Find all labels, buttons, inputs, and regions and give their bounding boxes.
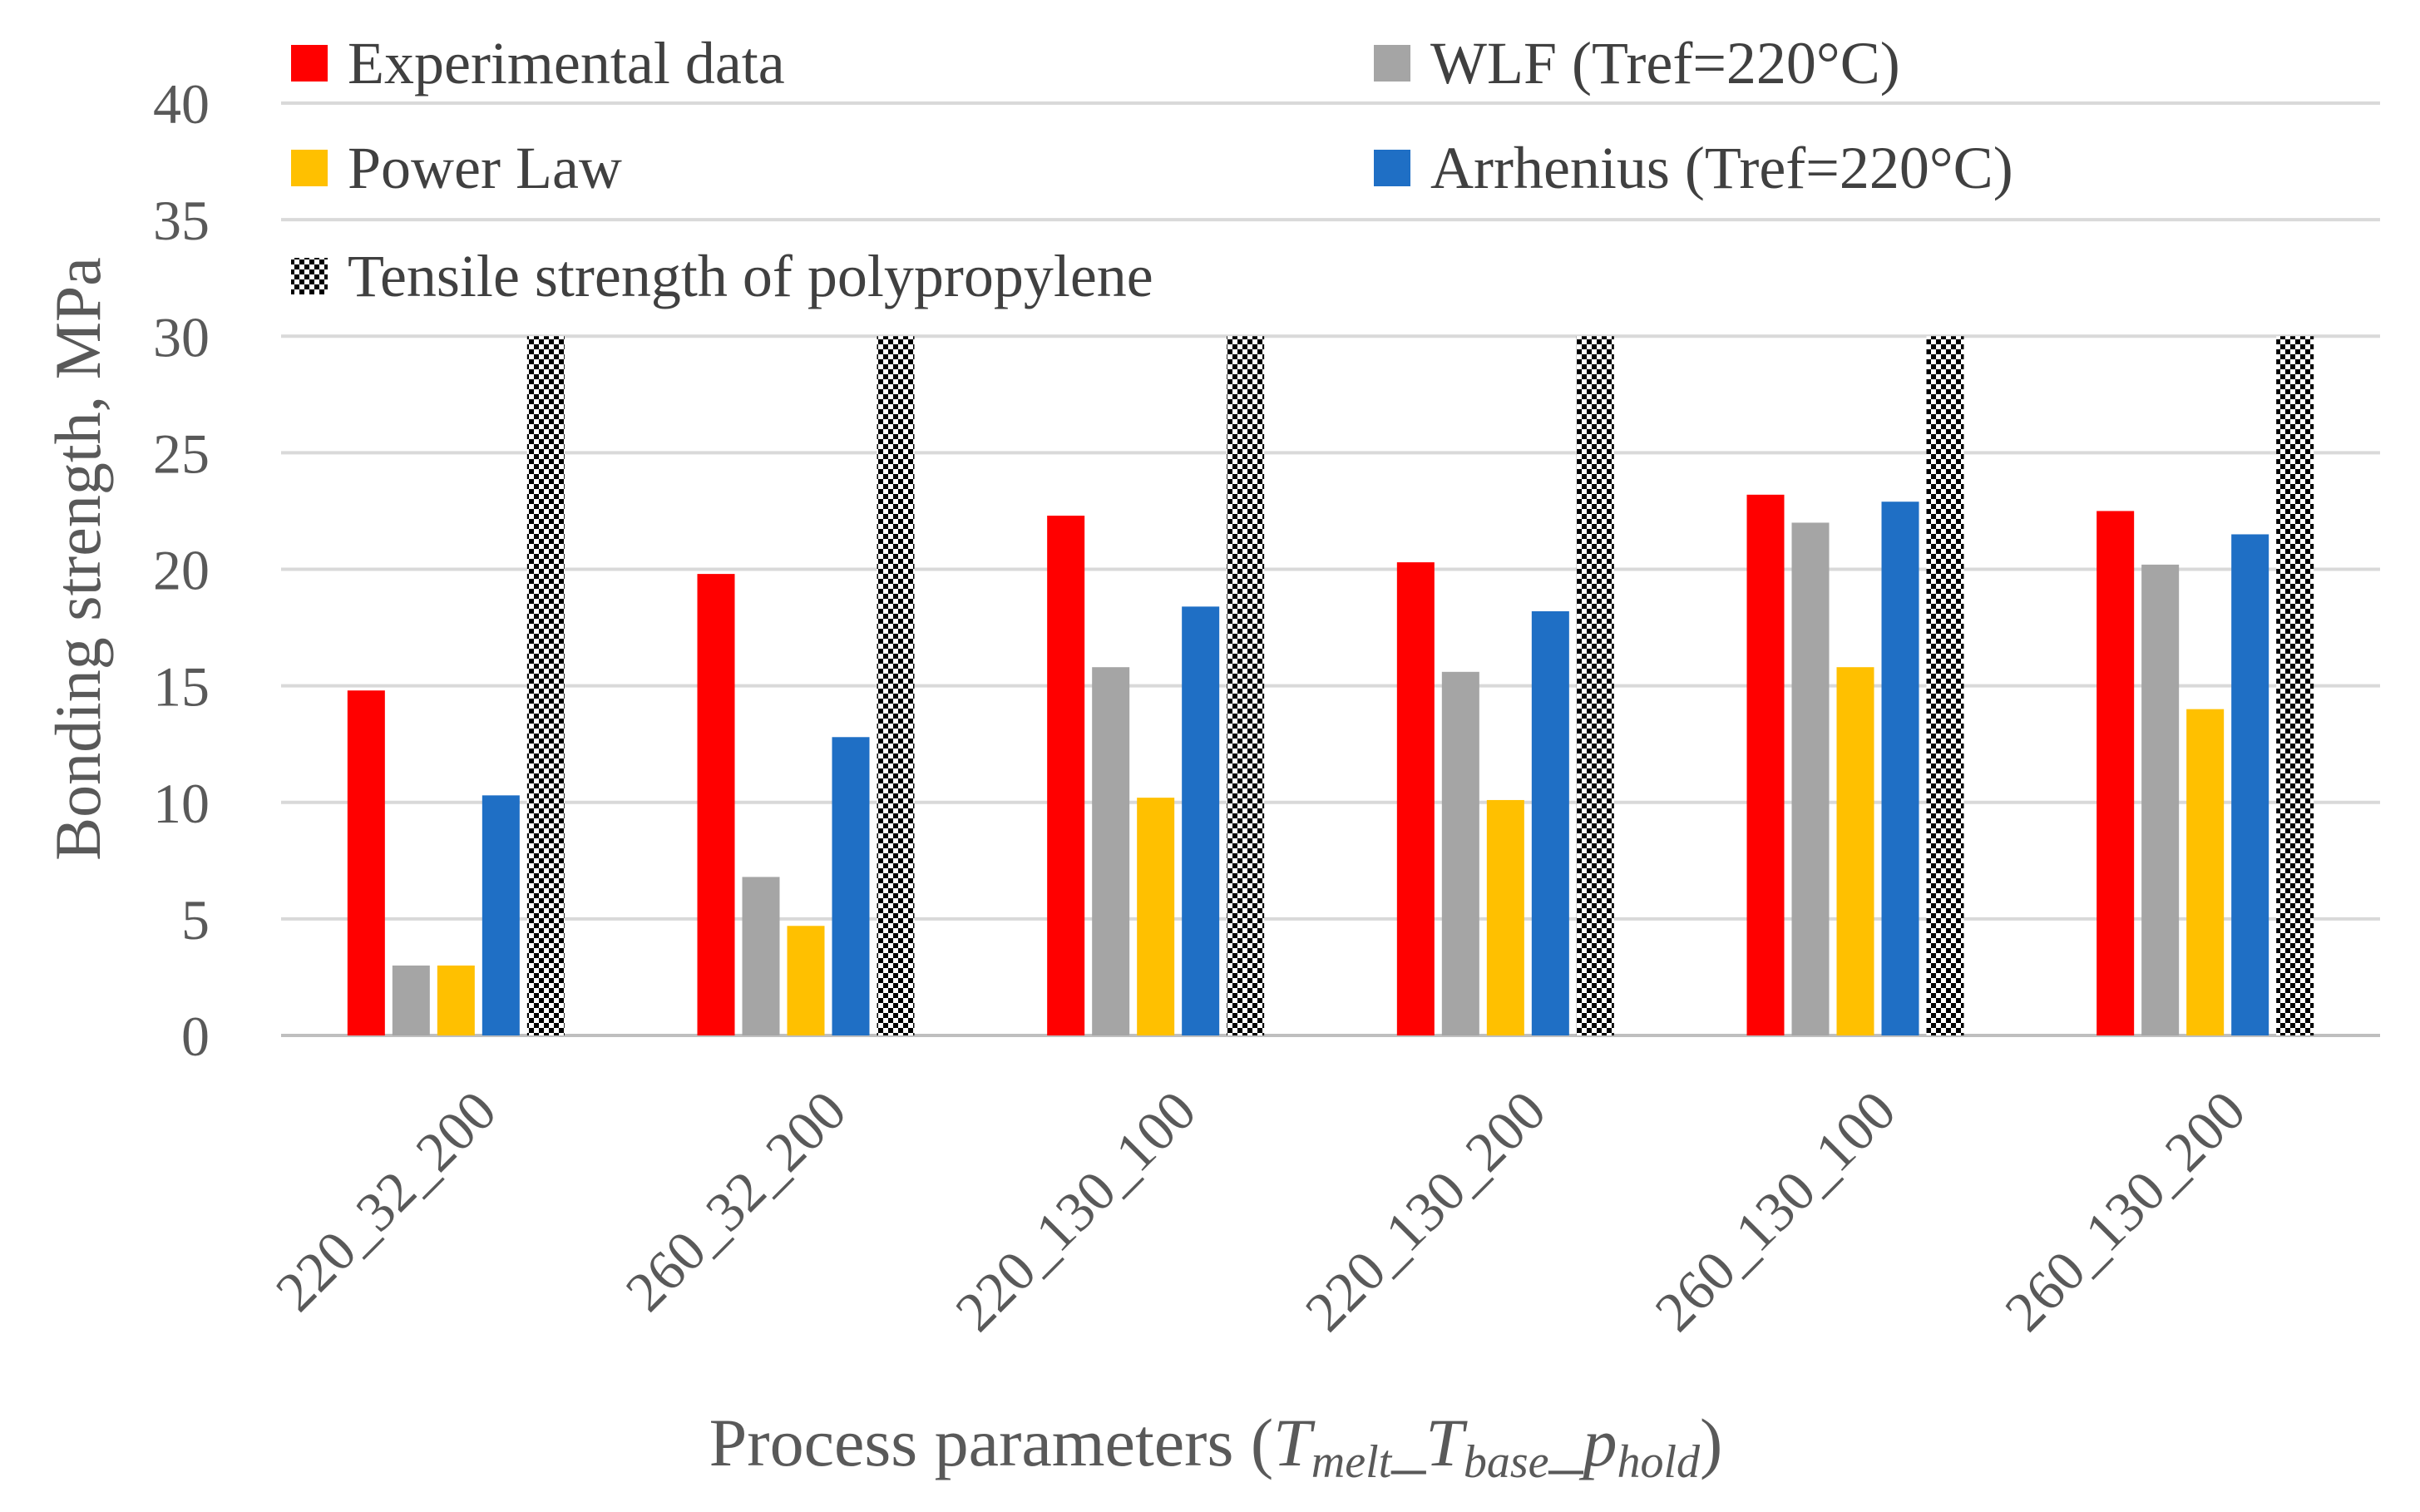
- legend: Experimental data WLF (Tref=220°C) Power L…: [291, 30, 2013, 309]
- bar-220_130_200-series-5: [1576, 336, 1614, 1035]
- y-tick-label: 20: [153, 539, 210, 602]
- bar-260_130_200-series-4: [2231, 534, 2269, 1035]
- x-tick-label: 260_32_200: [613, 1079, 857, 1323]
- x-axis-title-s1: melt: [1311, 1436, 1393, 1488]
- bar-260_130_200-series-3: [2186, 709, 2225, 1035]
- bar-260_32_200-series-1: [697, 574, 735, 1035]
- legend-swatch-4: [1374, 150, 1410, 186]
- y-tick-label: 25: [153, 422, 210, 485]
- bar-220_130_100-series-3: [1137, 798, 1175, 1035]
- y-tick-label: 15: [153, 655, 210, 719]
- bar-260_32_200-series-2: [742, 877, 780, 1035]
- x-axis-title-suffix: ): [1700, 1405, 1722, 1480]
- legend-swatch-2: [1374, 45, 1410, 82]
- legend-label-3: Power Law: [348, 135, 622, 201]
- y-tick-label: 0: [181, 1005, 210, 1068]
- x-tick-label: 260_130_100: [1642, 1079, 1907, 1343]
- bar-260_130_100-series-5: [1926, 336, 1964, 1035]
- bar-260_130_200-series-1: [2097, 511, 2135, 1035]
- y-tick-label: 10: [153, 772, 210, 835]
- bar-220_32_200-series-3: [437, 965, 475, 1035]
- bar-220_130_200-series-3: [1486, 799, 1524, 1035]
- x-axis-title-u1: _: [1390, 1405, 1426, 1480]
- legend-label-2: WLF (Tref=220°C): [1430, 30, 1900, 96]
- bar-220_130_100-series-5: [1227, 336, 1265, 1035]
- y-tick-label: 5: [181, 888, 210, 951]
- bar-260_32_200-series-4: [832, 737, 870, 1035]
- x-axis-title-prefix: Process parameters (: [709, 1405, 1274, 1480]
- x-axis-title-t3: p: [1578, 1405, 1617, 1480]
- bar-220_130_100-series-1: [1047, 516, 1085, 1035]
- bar-260_130_100-series-3: [1836, 667, 1874, 1035]
- gridlines: [281, 101, 2380, 1037]
- y-tick-label: 30: [153, 305, 210, 368]
- x-axis-title-u2: _: [1548, 1405, 1583, 1480]
- legend-label-1: Experimental data: [348, 30, 785, 96]
- legend-swatch-1: [291, 45, 328, 82]
- bar-220_130_100-series-4: [1182, 606, 1220, 1035]
- bar-260_130_100-series-1: [1746, 494, 1785, 1035]
- x-axis-title: Process parameters (Tmelt_Tbase_phold): [709, 1405, 1723, 1488]
- x-axis-title-s3: hold: [1617, 1436, 1701, 1488]
- bar-220_130_200-series-1: [1396, 562, 1435, 1035]
- legend-label-5: Tensile strength of polypropylene: [348, 243, 1153, 309]
- bar-220_32_200-series-1: [347, 690, 385, 1035]
- bar-260_130_100-series-2: [1791, 522, 1830, 1035]
- bar-260_32_200-series-5: [877, 336, 915, 1035]
- bar-220_130_200-series-4: [1531, 610, 1569, 1035]
- bar-260_130_200-series-5: [2276, 336, 2314, 1035]
- bar-220_130_200-series-2: [1441, 671, 1479, 1035]
- x-axis-title-s2: base: [1464, 1436, 1549, 1488]
- x-axis-title-t1: T: [1273, 1405, 1316, 1480]
- legend-label-4: Arrhenius (Tref=220°C): [1430, 135, 2013, 201]
- bar-220_32_200-series-4: [482, 795, 520, 1035]
- bar-220_32_200-series-5: [526, 336, 565, 1035]
- x-axis-ticks: 220_32_200 260_32_200 220_130_100 220_130_2…: [264, 1079, 2257, 1343]
- bars: [347, 336, 2314, 1035]
- x-tick-label: 220_32_200: [264, 1079, 508, 1323]
- bar-260_130_100-series-4: [1881, 502, 1919, 1035]
- bar-260_32_200-series-3: [787, 926, 825, 1035]
- bar-260_130_200-series-2: [2141, 564, 2180, 1035]
- x-tick-label: 260_130_200: [1993, 1079, 2257, 1343]
- bar-220_32_200-series-2: [392, 965, 430, 1035]
- x-tick-label: 220_130_200: [1293, 1079, 1558, 1343]
- y-axis-title: Bonding strength, MPa: [42, 257, 114, 861]
- y-tick-label: 35: [153, 189, 210, 252]
- legend-swatch-5: [291, 258, 328, 294]
- x-axis-title-t2: T: [1425, 1405, 1468, 1480]
- y-tick-label: 40: [153, 72, 210, 136]
- y-axis-ticks: 0 5 10 15 20 25 30 35 40: [153, 72, 210, 1068]
- x-tick-label: 220_130_100: [943, 1079, 1208, 1343]
- legend-swatch-3: [291, 150, 328, 186]
- bar-220_130_100-series-2: [1092, 667, 1130, 1035]
